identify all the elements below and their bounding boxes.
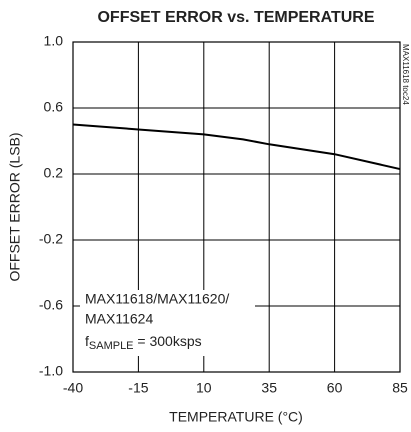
x-axis-label: TEMPERATURE (°C) <box>169 409 303 425</box>
x-tick-label: -40 <box>63 380 83 396</box>
x-tick-label: 60 <box>327 380 343 396</box>
annotation-subscript: SAMPLE <box>89 340 134 352</box>
y-tick-label: 0.6 <box>44 99 64 115</box>
x-tick-label: -15 <box>128 380 148 396</box>
y-tick-label: -0.2 <box>39 231 63 247</box>
y-tick-label: 0.2 <box>44 165 64 181</box>
chart-title: OFFSET ERROR vs. TEMPERATURE <box>97 9 374 26</box>
x-tick-label: 35 <box>261 380 277 396</box>
annotation: MAX11624 <box>85 311 153 327</box>
y-tick-label: -0.6 <box>39 297 63 313</box>
x-tick-label: 10 <box>196 380 212 396</box>
side-note: MAX11618 toc24 <box>401 44 410 105</box>
x-tick-label: 85 <box>392 380 408 396</box>
annotation: MAX11618/MAX11620/ <box>85 291 229 307</box>
y-tick-label: -1.0 <box>39 363 63 379</box>
annotation-box <box>80 290 255 356</box>
annotation-part: = 300ksps <box>134 333 202 349</box>
plot-frame <box>72 41 401 373</box>
y-axis-label: OFFSET ERROR (LSB) <box>7 132 23 281</box>
annotation: fSAMPLE = 300ksps <box>85 333 202 352</box>
y-tick-label: 1.0 <box>44 33 64 49</box>
data-line <box>72 123 401 171</box>
annotation-part: f <box>85 333 89 349</box>
